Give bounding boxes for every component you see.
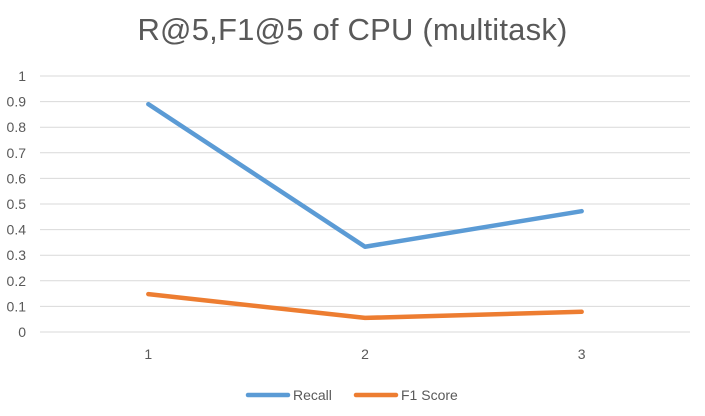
legend-label: F1 Score [401, 387, 458, 403]
y-tick-label: 0.3 [7, 247, 27, 263]
x-tick-label: 2 [361, 346, 369, 362]
y-tick-label: 0.7 [7, 145, 27, 161]
y-tick-label: 0.8 [7, 119, 27, 135]
y-tick-label: 0.5 [7, 196, 27, 212]
y-tick-label: 0.4 [7, 222, 27, 238]
legend-label: Recall [293, 387, 332, 403]
y-tick-label: 1 [18, 68, 26, 84]
y-tick-label: 0.2 [7, 273, 27, 289]
y-tick-label: 0.1 [7, 298, 27, 314]
y-tick-label: 0.6 [7, 170, 27, 186]
y-tick-label: 0 [18, 324, 26, 340]
series-line [146, 101, 584, 250]
x-tick-label: 3 [578, 346, 586, 362]
chart-title: R@5,F1@5 of CPU (multitask) [137, 12, 568, 47]
y-tick-label: 0.9 [7, 94, 27, 110]
x-tick-label: 1 [144, 346, 152, 362]
